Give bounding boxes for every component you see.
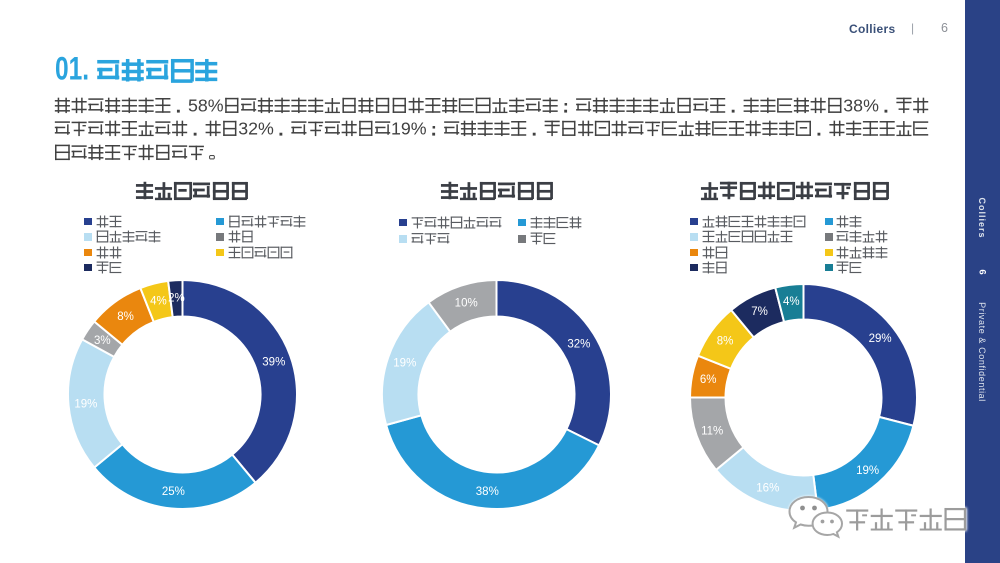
svg-text:38%: 38% (843, 95, 879, 115)
svg-text:01.: 01. (55, 50, 89, 86)
svg-text:4%: 4% (150, 296, 167, 308)
svg-text:6%: 6% (700, 374, 717, 386)
svg-text:7%: 7% (751, 306, 768, 318)
svg-text:8%: 8% (117, 311, 134, 323)
svg-text:39%: 39% (262, 357, 285, 369)
svg-text:19%: 19% (393, 358, 416, 370)
svg-text:10%: 10% (455, 297, 478, 309)
svg-text:19%: 19% (74, 399, 97, 411)
svg-text:4%: 4% (783, 296, 800, 308)
svg-text:29%: 29% (869, 333, 892, 345)
svg-text:58%: 58% (188, 95, 224, 115)
svg-text:38%: 38% (476, 486, 499, 498)
svg-text:8%: 8% (717, 335, 734, 347)
svg-text:32%: 32% (567, 338, 590, 350)
svg-text:3%: 3% (94, 335, 111, 347)
svg-text:19%: 19% (856, 465, 879, 477)
svg-text:16%: 16% (756, 483, 779, 495)
svg-text:25%: 25% (162, 486, 185, 498)
svg-text:2%: 2% (168, 293, 185, 305)
svg-text:11%: 11% (701, 425, 723, 437)
svg-text:32%: 32% (238, 119, 274, 139)
svg-text:19%: 19% (391, 119, 427, 139)
